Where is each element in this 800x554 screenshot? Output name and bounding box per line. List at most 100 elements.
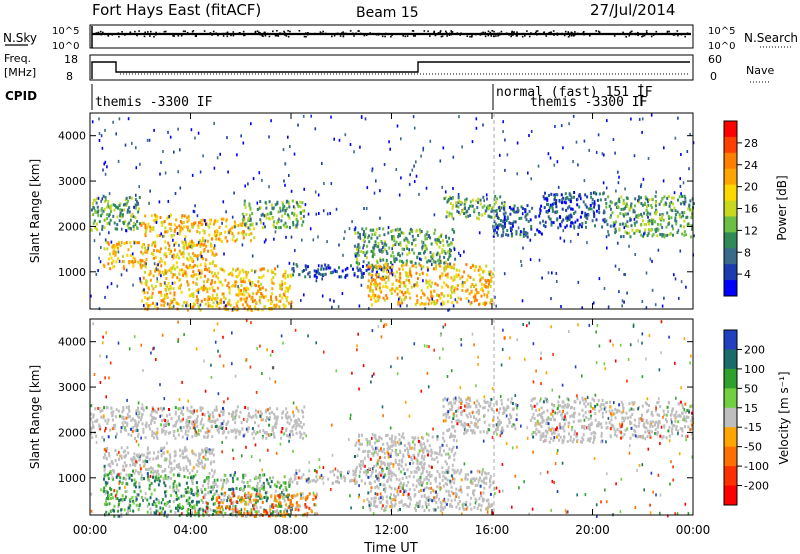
power-noise-cell	[621, 304, 623, 308]
velocity-cell	[355, 469, 358, 473]
velocity-cell	[198, 507, 201, 511]
velocity-cell	[270, 480, 273, 484]
power-cell	[178, 272, 181, 276]
velocity-cell	[107, 497, 110, 501]
power-cell	[100, 214, 102, 218]
nsky-point	[191, 30, 194, 33]
velocity-cell	[298, 430, 301, 434]
power-noise-cell	[503, 272, 506, 276]
power-noise-cell	[516, 172, 518, 176]
velocity-cell	[204, 493, 207, 496]
power-cell	[584, 193, 587, 197]
nsky-point	[254, 31, 257, 34]
power-noise-cell	[353, 150, 355, 154]
power-noise-cell	[103, 162, 105, 166]
velocity-cell	[191, 435, 194, 439]
nsky-tick-top: 10^5	[52, 26, 79, 37]
power-cell	[207, 266, 210, 270]
velocity-cell	[281, 411, 284, 415]
power-cell	[172, 253, 175, 257]
velocity-cell	[293, 419, 296, 423]
velocity-cell	[195, 503, 198, 507]
power-cell	[215, 234, 217, 238]
power-heatmap	[90, 113, 695, 312]
power-noise-cell	[389, 147, 391, 151]
velocity-cell	[98, 406, 101, 410]
power-cell	[477, 268, 480, 272]
power-cell	[190, 246, 193, 250]
velocity-cell	[139, 418, 142, 422]
velocity-cell	[284, 481, 287, 485]
power-cell	[406, 247, 409, 250]
power-cell	[150, 214, 153, 218]
power-noise-cell	[408, 182, 411, 186]
power-cell	[135, 240, 137, 244]
power-cell	[195, 273, 198, 277]
power-cell	[141, 289, 144, 293]
power-cell	[206, 290, 209, 294]
velocity-cell	[248, 496, 251, 500]
power-cell	[128, 210, 131, 214]
power-cell	[365, 251, 368, 255]
power-noise-cell	[104, 128, 106, 132]
power-cell	[202, 236, 205, 240]
power-cell	[381, 241, 384, 245]
velocity-cell	[178, 465, 181, 469]
power-cell	[376, 283, 379, 287]
power-noise-cell	[475, 117, 478, 121]
power-noise-cell	[133, 205, 135, 209]
velocity-cell	[159, 506, 162, 510]
power-cell	[398, 279, 401, 283]
power-cell	[137, 201, 139, 205]
velocity-cell	[222, 514, 225, 518]
power-cell	[263, 305, 266, 309]
power-cell	[245, 296, 248, 300]
power-cell	[524, 233, 527, 237]
power-cell	[167, 281, 170, 285]
velocity-cell	[186, 509, 189, 513]
power-cell	[180, 221, 183, 225]
power-cell	[296, 219, 299, 223]
power-cell	[671, 224, 674, 228]
power-cell	[191, 244, 194, 248]
power-noise-cell	[177, 170, 179, 174]
power-cell	[486, 293, 489, 297]
power-cell	[139, 263, 142, 267]
power-noise-cell	[117, 250, 120, 254]
velocity-cell	[227, 479, 229, 483]
velocity-cell	[363, 470, 366, 474]
velocity-cell	[216, 428, 219, 432]
velocity-cell	[287, 498, 290, 502]
power-cell	[667, 215, 670, 218]
velocity-cell	[207, 410, 210, 414]
power-cell	[215, 304, 218, 308]
velocity-cell	[156, 478, 159, 482]
velocity-cell	[235, 428, 238, 432]
power-noise-cell	[433, 213, 436, 217]
velocity-cell	[290, 477, 292, 481]
power-cell	[186, 304, 189, 308]
power-cell	[451, 266, 454, 270]
power-cell	[249, 206, 252, 210]
y-tick-label: 2000	[58, 220, 86, 233]
power-cell	[204, 286, 207, 290]
power-cell	[241, 292, 244, 296]
velocity-cell	[234, 410, 237, 414]
power-noise-cell	[458, 210, 460, 214]
power-noise-cell	[649, 257, 652, 261]
power-cell	[591, 219, 594, 223]
velocity-cell	[225, 505, 228, 509]
power-cell	[149, 229, 152, 233]
power-cell	[194, 221, 197, 225]
nsky-point	[102, 31, 104, 34]
velocity-cell	[125, 512, 128, 516]
power-cell	[502, 206, 505, 210]
power-cell	[488, 279, 491, 283]
power-noise-cell	[242, 141, 245, 145]
velocity-cell	[286, 420, 289, 424]
power-cell	[534, 233, 537, 237]
power-cell	[353, 271, 356, 275]
velocity-cell	[210, 485, 213, 489]
power-cell	[244, 205, 247, 209]
power-cell	[502, 227, 505, 231]
